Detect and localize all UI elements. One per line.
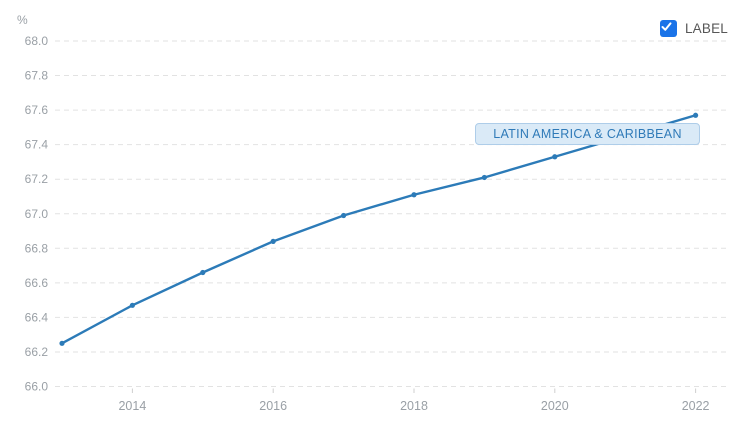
data-point[interactable] [129, 302, 135, 308]
y-tick-label: 67.2 [25, 172, 49, 186]
y-tick-label: 66.0 [25, 380, 49, 394]
check-icon [661, 22, 672, 31]
data-point[interactable] [481, 174, 487, 181]
data-point[interactable] [59, 340, 65, 346]
legend-label-toggle[interactable]: LABEL [659, 20, 728, 37]
data-point[interactable] [693, 112, 699, 118]
x-tick-label: 2016 [259, 399, 287, 413]
y-tick-label: 66.2 [25, 345, 49, 359]
data-point[interactable] [270, 238, 276, 244]
y-tick-label: 67.0 [25, 207, 49, 221]
x-tick-label: 2014 [118, 399, 146, 413]
series-line [60, 114, 697, 345]
data-point[interactable] [411, 192, 417, 198]
label-checkbox[interactable] [659, 20, 677, 37]
y-tick-label: 67.6 [25, 103, 49, 117]
series-label-latin-america-caribbean: LATIN AMERICA & CARIBBEAN [475, 123, 700, 145]
x-tick-label: 2018 [400, 399, 428, 413]
x-tick-label: 2022 [682, 399, 710, 413]
legend-label: LABEL [684, 21, 728, 36]
data-point[interactable] [200, 269, 206, 276]
y-axis-unit-label: % [17, 13, 28, 27]
y-tick-label: 66.6 [25, 276, 49, 290]
y-tick-label: 67.8 [25, 69, 49, 83]
y-tick-label: 67.4 [25, 138, 49, 152]
y-tick-label: 68.0 [25, 34, 49, 48]
y-tick-label: 66.4 [25, 310, 49, 324]
y-tick-label: 66.8 [25, 241, 49, 255]
data-point[interactable] [341, 212, 347, 219]
x-tick-label: 2020 [541, 399, 569, 413]
data-point[interactable] [552, 154, 558, 160]
